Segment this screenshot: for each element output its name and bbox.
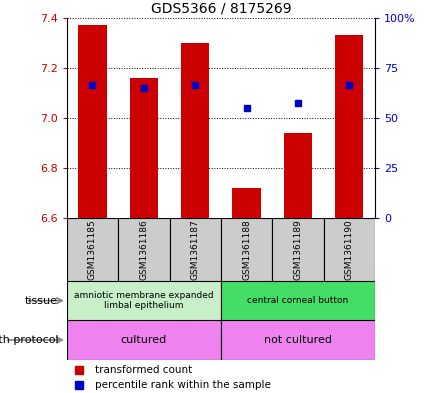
Bar	[220, 281, 374, 320]
Bar	[220, 320, 374, 360]
Bar	[323, 218, 374, 281]
Bar	[78, 25, 106, 218]
Text: GSM1361186: GSM1361186	[139, 219, 148, 280]
Title: GDS5366 / 8175269: GDS5366 / 8175269	[150, 1, 291, 15]
Bar	[67, 320, 221, 360]
Text: GSM1361189: GSM1361189	[293, 219, 302, 280]
Bar	[118, 218, 169, 281]
Bar	[283, 133, 311, 218]
Bar	[335, 35, 362, 218]
Bar	[181, 43, 209, 218]
Text: tissue: tissue	[25, 296, 58, 306]
Text: GSM1361185: GSM1361185	[88, 219, 97, 280]
Bar	[272, 218, 323, 281]
Text: growth protocol: growth protocol	[0, 335, 58, 345]
Text: cultured: cultured	[120, 335, 166, 345]
Bar	[129, 78, 158, 218]
Text: central corneal button: central corneal button	[247, 296, 348, 305]
Bar	[67, 218, 118, 281]
Text: GSM1361187: GSM1361187	[190, 219, 199, 280]
Text: amniotic membrane expanded
limbal epithelium: amniotic membrane expanded limbal epithe…	[74, 291, 213, 310]
Text: not cultured: not cultured	[263, 335, 331, 345]
Text: GSM1361190: GSM1361190	[344, 219, 353, 280]
Bar	[169, 218, 220, 281]
Text: percentile rank within the sample: percentile rank within the sample	[94, 380, 270, 389]
Bar	[220, 218, 272, 281]
Bar	[67, 281, 221, 320]
Bar	[232, 188, 260, 218]
Text: GSM1361188: GSM1361188	[242, 219, 251, 280]
Text: transformed count: transformed count	[94, 365, 191, 375]
